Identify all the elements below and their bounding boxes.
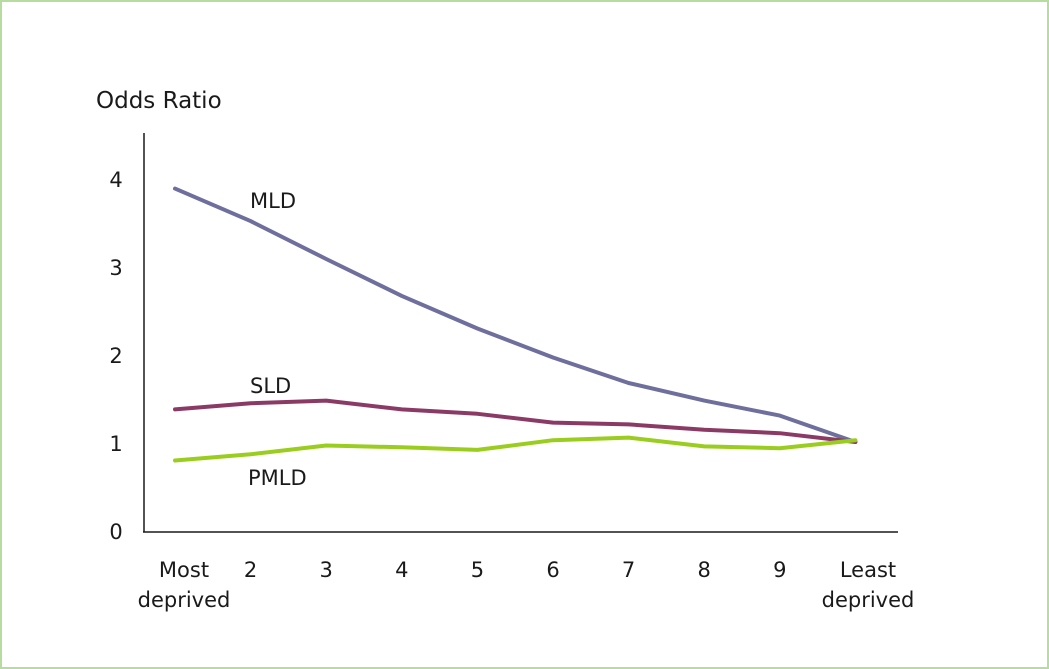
y-tick-label: 4 <box>109 168 122 192</box>
x-tick-label: 2 <box>244 558 257 582</box>
x-tick-label-line: 2 <box>244 558 257 582</box>
x-tick-label-line: Most <box>159 558 209 582</box>
x-tick-label: 4 <box>395 558 408 582</box>
y-tick-label: 2 <box>109 344 122 368</box>
x-tick-label-line: Least <box>840 558 896 582</box>
x-tick-label: 8 <box>698 558 711 582</box>
series-label-sld: SLD <box>250 374 291 398</box>
series-line-mld <box>173 186 858 444</box>
x-tick-label-line: 7 <box>622 558 635 582</box>
y-axis-label: Odds Ratio <box>96 88 222 114</box>
x-tick-label-line: 4 <box>395 558 408 582</box>
series-line-sld <box>173 398 858 444</box>
x-tick-label-line: deprived <box>822 588 915 612</box>
x-tick-label: 5 <box>471 558 484 582</box>
series-line-pmld <box>173 435 858 463</box>
x-tick-label: Least deprived <box>822 558 915 612</box>
x-tick-label: 6 <box>546 558 559 582</box>
series-label-mld: MLD <box>250 189 296 213</box>
x-tick-label-line: 6 <box>546 558 559 582</box>
y-tick-label: 1 <box>109 432 122 456</box>
x-tick-label: 7 <box>622 558 635 582</box>
x-tick-label-line: 8 <box>698 558 711 582</box>
x-tick-label-line: 3 <box>320 558 333 582</box>
y-tick-label: 0 <box>109 520 122 544</box>
x-tick-label: Most deprived <box>138 558 231 612</box>
x-tick-label: 9 <box>773 558 786 582</box>
x-tick-label-line: deprived <box>138 588 231 612</box>
x-tick-label-line: 9 <box>773 558 786 582</box>
series-label-pmld: PMLD <box>248 466 307 490</box>
y-tick-label: 3 <box>109 256 122 280</box>
x-tick-label: 3 <box>320 558 333 582</box>
x-tick-label-line: 5 <box>471 558 484 582</box>
